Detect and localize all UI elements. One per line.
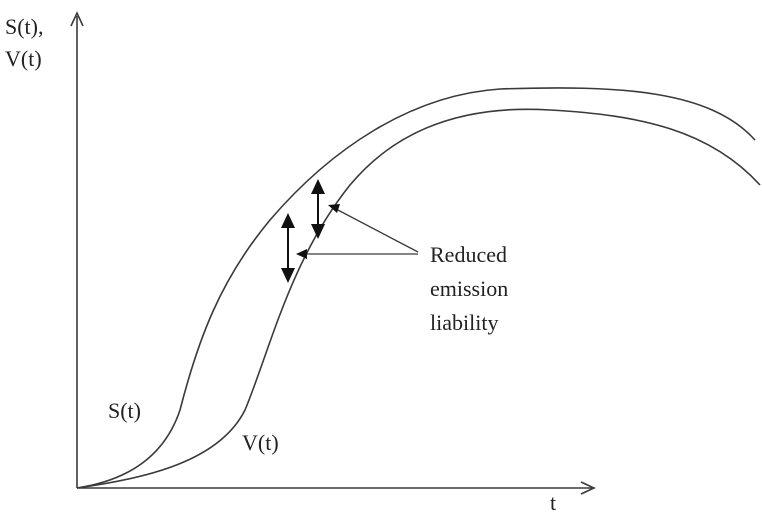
annotation-line-3: liability — [430, 310, 498, 335]
pointer-head-upper — [328, 204, 340, 213]
y-axis-label-line-2: V(t) — [5, 46, 42, 71]
gap-arrow-right — [311, 179, 325, 239]
series-label-v: V(t) — [242, 430, 279, 455]
series-label-s: S(t) — [108, 398, 141, 423]
annotation-line-1: Reduced — [430, 242, 507, 267]
annotation-line-2: emission — [430, 276, 508, 301]
y-axis-label-line-1: S(t), — [5, 14, 44, 39]
gap-arrow-right-head-up — [311, 179, 325, 194]
x-axis-arrow — [580, 481, 596, 495]
axes — [70, 11, 596, 495]
annotation-pointers — [296, 204, 419, 259]
gap-arrow-left — [281, 213, 295, 283]
x-axis-label: t — [550, 490, 556, 515]
gap-arrow-left-head-down — [281, 268, 295, 283]
series-line-s — [76, 87, 756, 489]
pointer-line-upper — [335, 208, 419, 253]
gap-arrow-left-head-up — [281, 213, 295, 228]
gap-arrow-right-head-down — [311, 224, 325, 239]
y-axis-arrow — [70, 11, 84, 27]
pointer-head-lower — [296, 249, 307, 259]
series-line-v — [76, 108, 761, 489]
